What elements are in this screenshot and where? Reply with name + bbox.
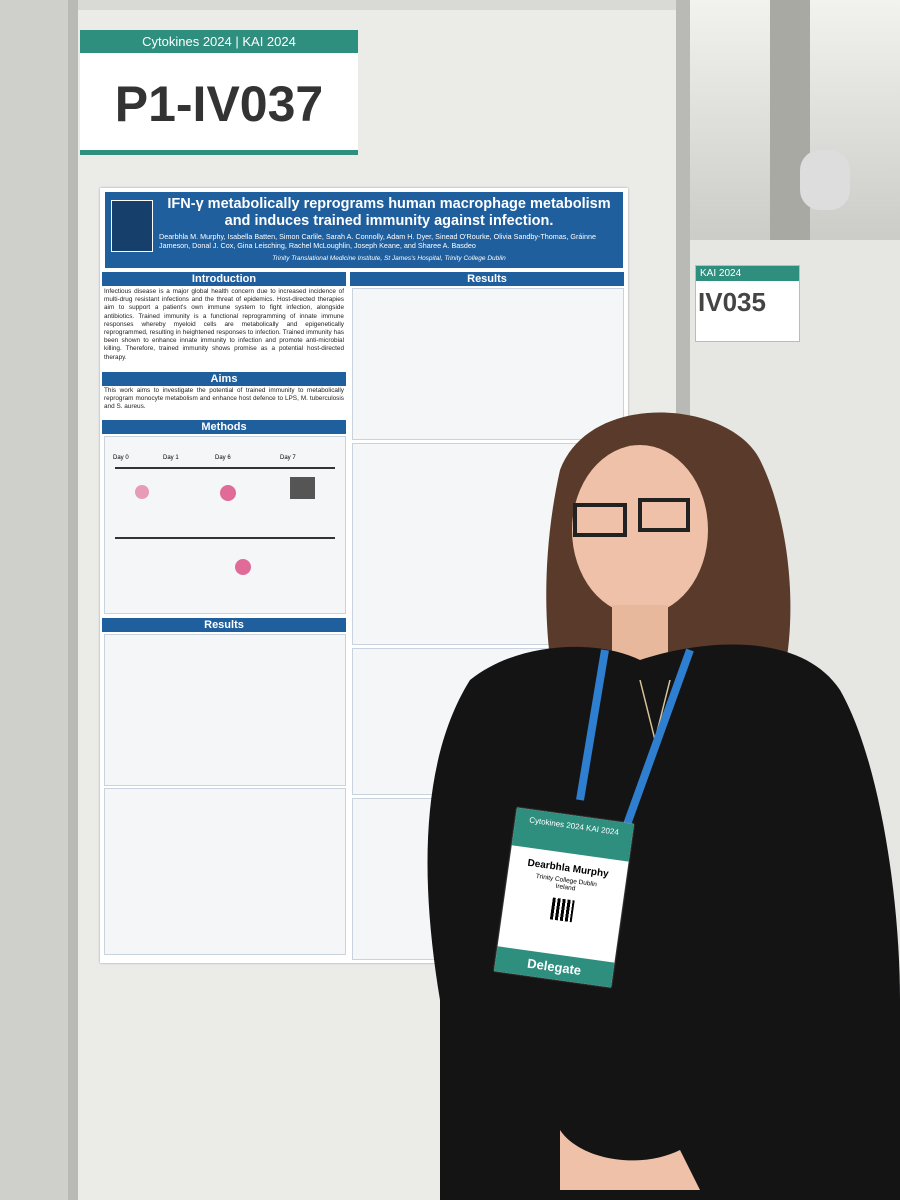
poster-authors: Dearbhla M. Murphy, Isabella Batten, Sim… <box>159 232 596 250</box>
section-heading: Introduction <box>102 272 346 286</box>
neighbor-event: KAI 2024 <box>696 266 799 281</box>
poster-affiliation: Trinity Translational Medicine Institute… <box>272 255 506 262</box>
results-figure <box>104 634 346 786</box>
spotlight <box>800 150 850 210</box>
dress <box>427 644 900 1200</box>
section-heading: Results <box>350 272 624 286</box>
neighbor-label: KAI 2024 IV035 <box>695 265 800 342</box>
intro-text: Infectious disease is a major global hea… <box>104 288 344 361</box>
step: Day 1 <box>163 455 179 461</box>
section-heading: Methods <box>102 420 346 434</box>
results-figure <box>104 788 346 955</box>
glasses <box>573 498 690 537</box>
neck <box>612 605 668 660</box>
neighbor-id: IV035 <box>698 287 766 317</box>
aims-text: This work aims to investigate the potent… <box>104 387 344 411</box>
results-figure <box>352 288 624 440</box>
frame-post <box>68 0 78 1200</box>
board-event: Cytokines 2024 | KAI 2024 <box>80 30 358 53</box>
lanyard <box>576 648 694 832</box>
board-id: P1-IV037 <box>114 76 324 132</box>
hands <box>560 1130 700 1190</box>
methods-figure: Day 0 Day 1 Day 6 Day 7 <box>104 436 346 614</box>
badge: Cytokines 2024 KAI 2024 Dearbhla Murphy … <box>494 807 634 988</box>
step: Day 0 <box>113 455 129 461</box>
step: Day 7 <box>280 455 296 461</box>
section-heading: Results <box>102 618 346 632</box>
section-heading: Aims <box>102 372 346 386</box>
step: Day 6 <box>215 455 231 461</box>
poster-title: IFN-γ metabolically reprograms human mac… <box>167 196 611 229</box>
crest <box>111 200 153 252</box>
qr-code <box>549 897 575 923</box>
title-bar: IFN-γ metabolically reprograms human mac… <box>105 192 623 268</box>
board-label: Cytokines 2024 | KAI 2024 P1-IV037 <box>80 30 358 155</box>
left-wall <box>0 0 75 1200</box>
